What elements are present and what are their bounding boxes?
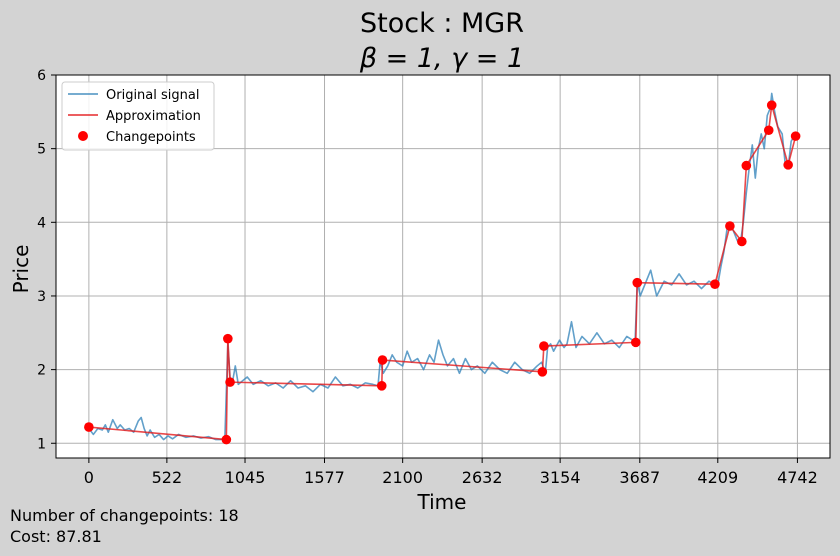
x-tick-label: 4742 [777, 468, 818, 487]
plot-frame [55, 74, 831, 459]
changepoint-marker [725, 221, 735, 231]
legend-swatch-changepoints [78, 131, 88, 141]
changepoint-marker [741, 160, 752, 171]
x-tick-label: 0 [84, 468, 94, 487]
x-tick-label: 3687 [619, 468, 660, 487]
chart-title: Stock : MGR [360, 8, 524, 39]
x-ticks: 0 522 1045 1577 2100 2632 3154 3687 4209 4742 [84, 458, 818, 487]
legend-label-approximation: Approximation [106, 109, 201, 124]
changepoints-count: Number of changepoints: 18 [10, 506, 239, 525]
changepoints-layer [84, 100, 801, 445]
y-tick-label: 2 [37, 363, 46, 379]
changepoint-marker [223, 333, 233, 344]
legend-label-changepoints: Changepoints [106, 130, 196, 145]
x-tick-label: 522 [152, 468, 183, 487]
legend: Original signal Approximation Changepoin… [61, 81, 215, 151]
x-tick-label: 1045 [225, 468, 266, 487]
changepoint-marker [84, 422, 94, 432]
cost-value: Cost: 87.81 [10, 527, 102, 546]
changepoint-marker [225, 377, 235, 387]
x-axis-label: Time [417, 490, 467, 514]
changepoint-marker [630, 337, 641, 348]
changepoint-marker [710, 279, 720, 289]
x-tick-label: 2632 [462, 468, 503, 487]
legend-box [61, 81, 215, 151]
x-tick-label: 3154 [540, 468, 581, 487]
legend-label-original-signal: Original signal [106, 88, 199, 103]
changepoint-marker [766, 100, 777, 110]
changepoint-marker [783, 160, 793, 170]
changepoint-marker [376, 381, 387, 391]
y-tick-label: 4 [37, 215, 46, 231]
y-tick-label: 3 [37, 289, 46, 305]
changepoint-marker [763, 125, 774, 136]
y-tick-label: 1 [37, 436, 46, 452]
changepoint-marker [537, 367, 548, 377]
x-tick-label: 1577 [304, 468, 345, 487]
y-tick-label: 5 [37, 142, 46, 158]
y-tick-label: 6 [37, 68, 46, 84]
changepoint-marker [737, 236, 747, 247]
changepoint-marker [632, 277, 643, 288]
changepoint-marker [539, 341, 549, 351]
changepoint-marker [221, 434, 232, 445]
x-tick-label: 4209 [697, 468, 738, 487]
changepoint-marker [377, 355, 388, 365]
chart-subtitle: β = 1, γ = 1 [359, 43, 524, 74]
changepoint-marker [790, 131, 801, 141]
x-tick-label: 2100 [382, 468, 423, 487]
y-ticks: 1 2 3 4 5 6 [37, 68, 56, 452]
y-axis-label: Price [9, 245, 33, 294]
